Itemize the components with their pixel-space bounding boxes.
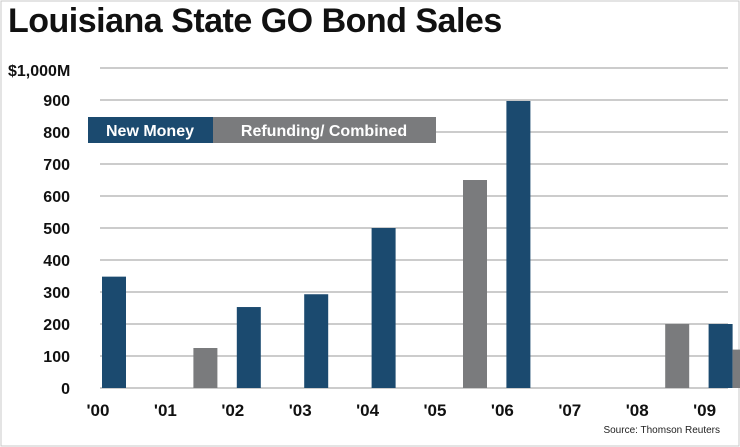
x-tick-label: '06 — [491, 401, 514, 420]
legend-swatch-new-money — [88, 117, 213, 143]
bar-refunding — [732, 349, 740, 388]
x-tick-label: '01 — [154, 401, 177, 420]
y-tick-label: 200 — [43, 317, 70, 334]
bar-new-money — [236, 307, 261, 388]
x-tick-label: '00 — [87, 401, 110, 420]
y-axis-ticks: 0 100 200 300 400 500 600 700 800 900 — [43, 93, 70, 398]
bar-refunding — [463, 180, 487, 388]
legend-label-new-money: New Money — [106, 123, 194, 140]
bar-refunding — [193, 348, 218, 388]
source-note: Source: Thomson Reuters — [603, 425, 720, 436]
legend-label-refunding: Refunding/ Combined — [241, 123, 407, 140]
bar-new-money — [102, 276, 126, 388]
x-tick-label: '03 — [289, 401, 312, 420]
y-axis-unit-label: $1,000M — [8, 63, 70, 80]
x-tick-label: '08 — [626, 401, 649, 420]
x-axis-ticks: '00 '01 '02 '03 '04 '05 '06 '07 '08 '09 — [87, 401, 717, 420]
bar-new-money — [304, 294, 329, 388]
y-tick-label: 100 — [43, 349, 70, 366]
y-tick-label: 800 — [43, 125, 70, 142]
y-tick-label: 700 — [43, 157, 70, 174]
x-tick-label: '02 — [221, 401, 244, 420]
y-tick-label: 600 — [43, 189, 70, 206]
gridlines — [100, 67, 728, 389]
y-tick-label: 0 — [61, 381, 70, 398]
x-tick-label: '09 — [693, 401, 716, 420]
x-tick-label: '07 — [558, 401, 581, 420]
bar-new-money — [371, 228, 396, 388]
y-tick-label: 400 — [43, 253, 70, 270]
bar-new-money — [708, 324, 733, 388]
legend: New Money Refunding/ Combined — [88, 117, 436, 143]
y-tick-label: 900 — [43, 93, 70, 110]
x-tick-label: '04 — [356, 401, 379, 420]
y-tick-label: 500 — [43, 221, 70, 238]
bar-new-money — [506, 100, 531, 389]
bars — [102, 100, 740, 389]
x-tick-label: '05 — [424, 401, 447, 420]
chart-title: Louisiana State GO Bond Sales — [8, 2, 502, 40]
bar-refunding — [665, 324, 690, 388]
y-tick-label: 300 — [43, 285, 70, 302]
legend-swatch-refunding — [213, 117, 436, 143]
